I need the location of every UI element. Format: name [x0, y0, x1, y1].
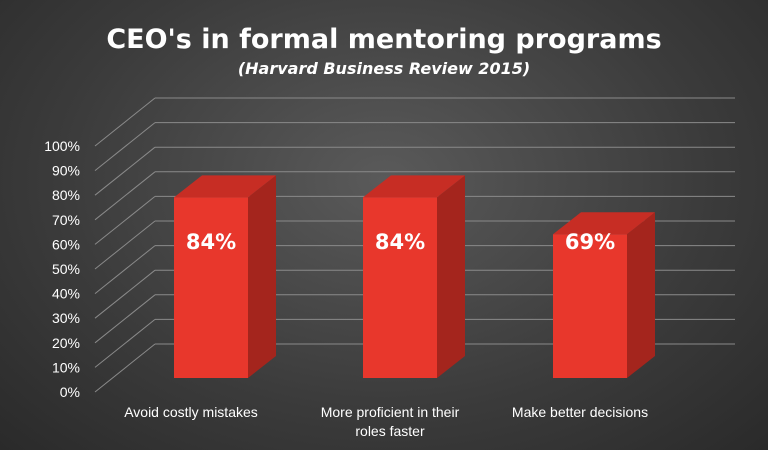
y-tick-label: 10%	[52, 359, 80, 375]
y-tick-label: 20%	[52, 335, 80, 351]
y-tick-label: 40%	[52, 286, 80, 302]
chart-title: CEO's in formal mentoring programs	[106, 24, 661, 55]
gridline-depth	[94, 97, 156, 147]
bar-top-face	[174, 175, 276, 198]
x-category-label: More proficient in their	[321, 404, 460, 420]
y-tick-label: 60%	[52, 236, 80, 252]
y-tick-label: 50%	[52, 261, 80, 277]
chart-subtitle: (Harvard Business Review 2015)	[238, 59, 530, 78]
gridline-depth	[94, 343, 156, 393]
data-labels: 84% 84% 69%	[186, 230, 615, 254]
bar-side-face	[627, 212, 655, 378]
bar-side-face	[248, 175, 276, 378]
gridline-depth	[94, 245, 156, 294]
bar	[174, 175, 276, 378]
y-axis-ticks: 0% 10% 20% 30% 40% 50% 60% 70% 80% 90% 100%	[44, 138, 80, 400]
gridline-depth	[94, 146, 156, 196]
data-label: 84%	[375, 230, 425, 254]
y-tick-label: 90%	[52, 163, 80, 179]
bar-front-face	[363, 197, 437, 378]
bar-front-face	[174, 197, 248, 378]
gridline-depth	[94, 196, 156, 245]
gridline-depth	[94, 220, 156, 270]
y-tick-label: 30%	[52, 310, 80, 326]
y-tick-label: 100%	[44, 138, 80, 154]
x-category-label: Avoid costly mistakes	[124, 404, 258, 420]
gridline-depth	[94, 294, 156, 344]
gridline-depth	[94, 269, 156, 319]
bar-side-face	[437, 175, 465, 378]
y-tick-label: 80%	[52, 187, 80, 203]
bar-top-face	[363, 175, 465, 198]
data-label: 84%	[186, 230, 236, 254]
x-category-label: roles faster	[355, 423, 425, 439]
bar	[363, 175, 465, 378]
gridline-depth	[94, 319, 156, 368]
x-category-label: Make better decisions	[512, 404, 648, 420]
data-label: 69%	[565, 230, 615, 254]
y-tick-label: 0%	[60, 384, 80, 400]
gridline-depth	[94, 171, 156, 221]
bar	[553, 212, 655, 378]
y-tick-label: 70%	[52, 212, 80, 228]
bars	[174, 175, 655, 378]
bar-front-face	[553, 234, 627, 378]
bar-top-face	[553, 212, 655, 235]
gridline-depth	[94, 122, 156, 171]
x-axis-categories: Avoid costly mistakes More proficient in …	[124, 404, 648, 439]
